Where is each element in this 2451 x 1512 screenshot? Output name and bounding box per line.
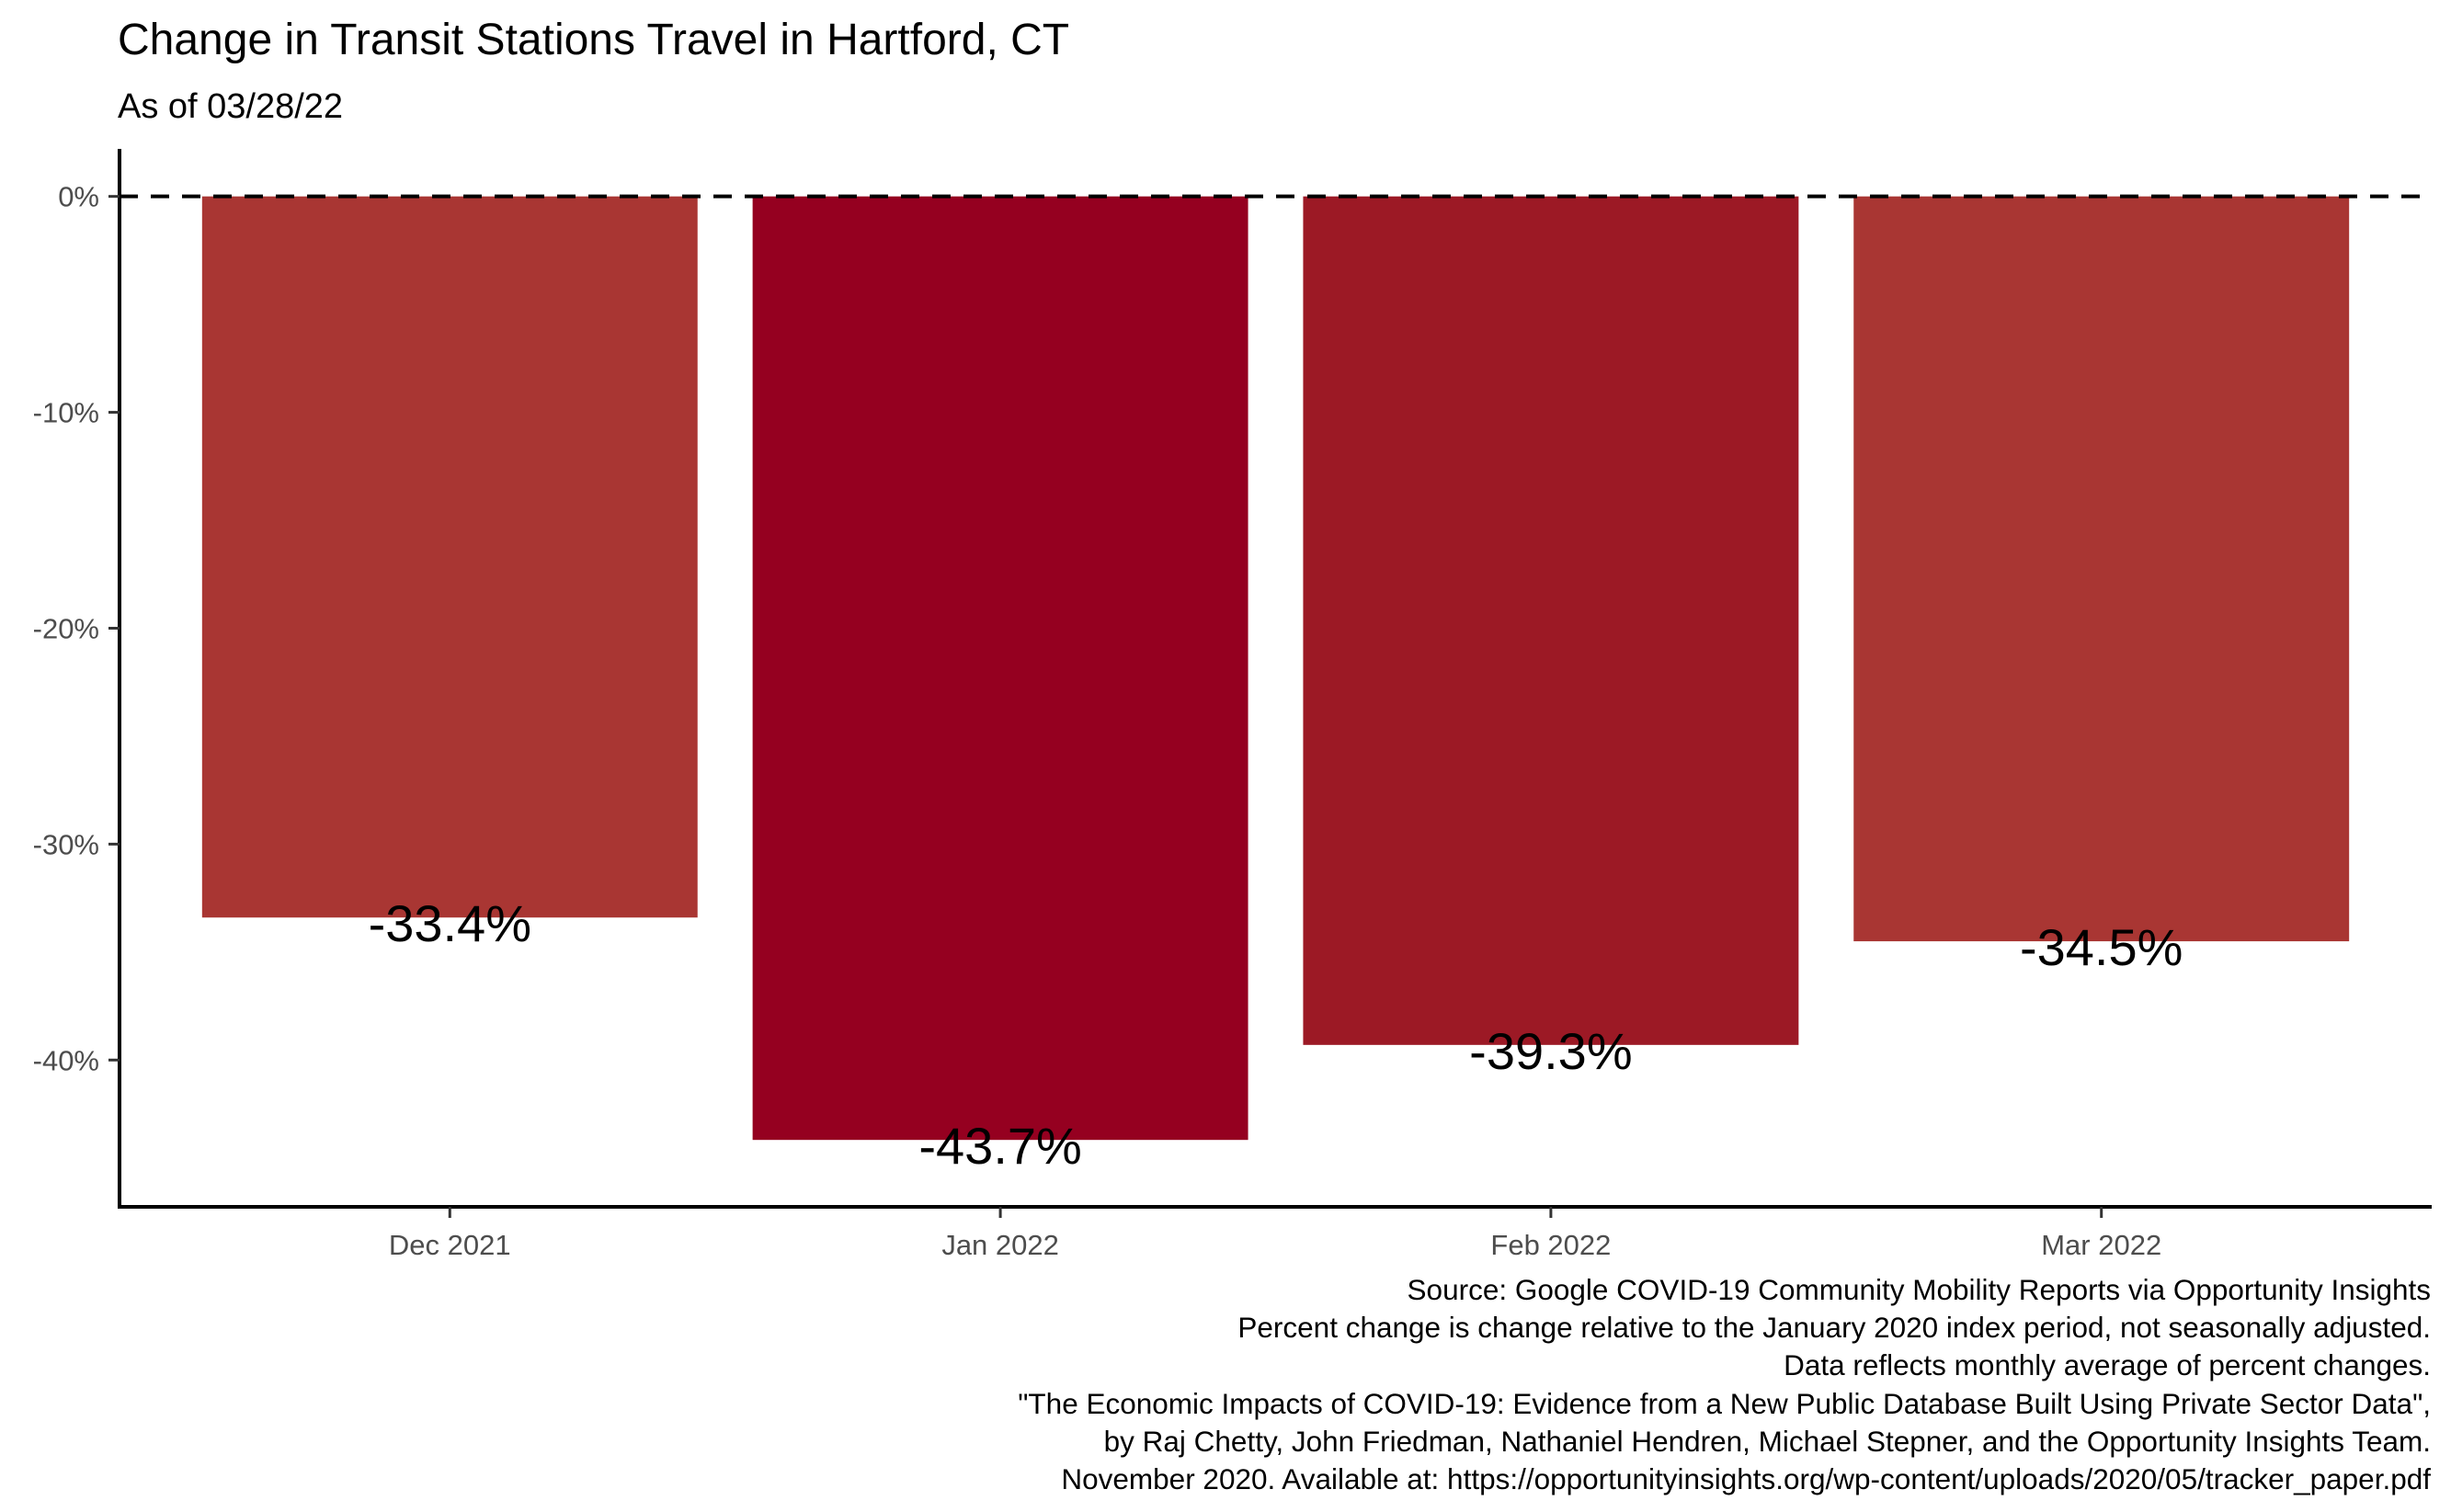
caption-line: November 2020. Available at: https://opp…	[1061, 1462, 2431, 1496]
bar-feb-2022	[1303, 196, 1799, 1045]
data-label: -43.7%	[918, 1117, 1081, 1175]
y-tick-label: -40%	[33, 1044, 99, 1076]
chart-subtitle: As of 03/28/22	[118, 87, 344, 126]
x-tick-label: Jan 2022	[941, 1229, 1059, 1261]
data-label: -34.5%	[2020, 918, 2183, 976]
x-tick-label: Mar 2022	[2041, 1229, 2161, 1261]
x-axis-ticks: Dec 2021 Jan 2022 Feb 2022 Mar 2022	[389, 1207, 2161, 1261]
y-tick-label: -10%	[33, 397, 99, 429]
y-tick-label: -30%	[33, 828, 99, 860]
x-tick-label: Feb 2022	[1490, 1229, 1611, 1261]
x-tick-label: Dec 2021	[389, 1229, 511, 1261]
data-label: -33.4%	[369, 894, 531, 952]
y-tick-label: 0%	[58, 181, 99, 213]
caption-line: Data reflects monthly average of percent…	[1784, 1348, 2431, 1382]
source-caption: Source: Google COVID-19 Community Mobili…	[1018, 1271, 2431, 1498]
y-axis-ticks: 0% -10% -20% -30% -40%	[33, 181, 120, 1076]
bar-jan-2022	[752, 196, 1248, 1141]
caption-line: "The Economic Impacts of COVID-19: Evide…	[1018, 1386, 2431, 1420]
caption-line: by Raj Chetty, John Friedman, Nathaniel …	[1103, 1424, 2431, 1458]
caption-line: Percent change is change relative to the…	[1237, 1311, 2431, 1345]
y-tick-label: -20%	[33, 612, 99, 644]
bar-mar-2022	[1853, 196, 2350, 942]
chart-title: Change in Transit Stations Travel in Har…	[118, 16, 1070, 64]
data-labels-group: -33.4% -43.7% -39.3% -34.5%	[369, 894, 2183, 1175]
bar-dec-2021	[201, 196, 698, 918]
caption-line: Source: Google COVID-19 Community Mobili…	[1407, 1273, 2431, 1306]
data-label: -39.3%	[1469, 1022, 1632, 1080]
bars-group	[201, 196, 2350, 1141]
